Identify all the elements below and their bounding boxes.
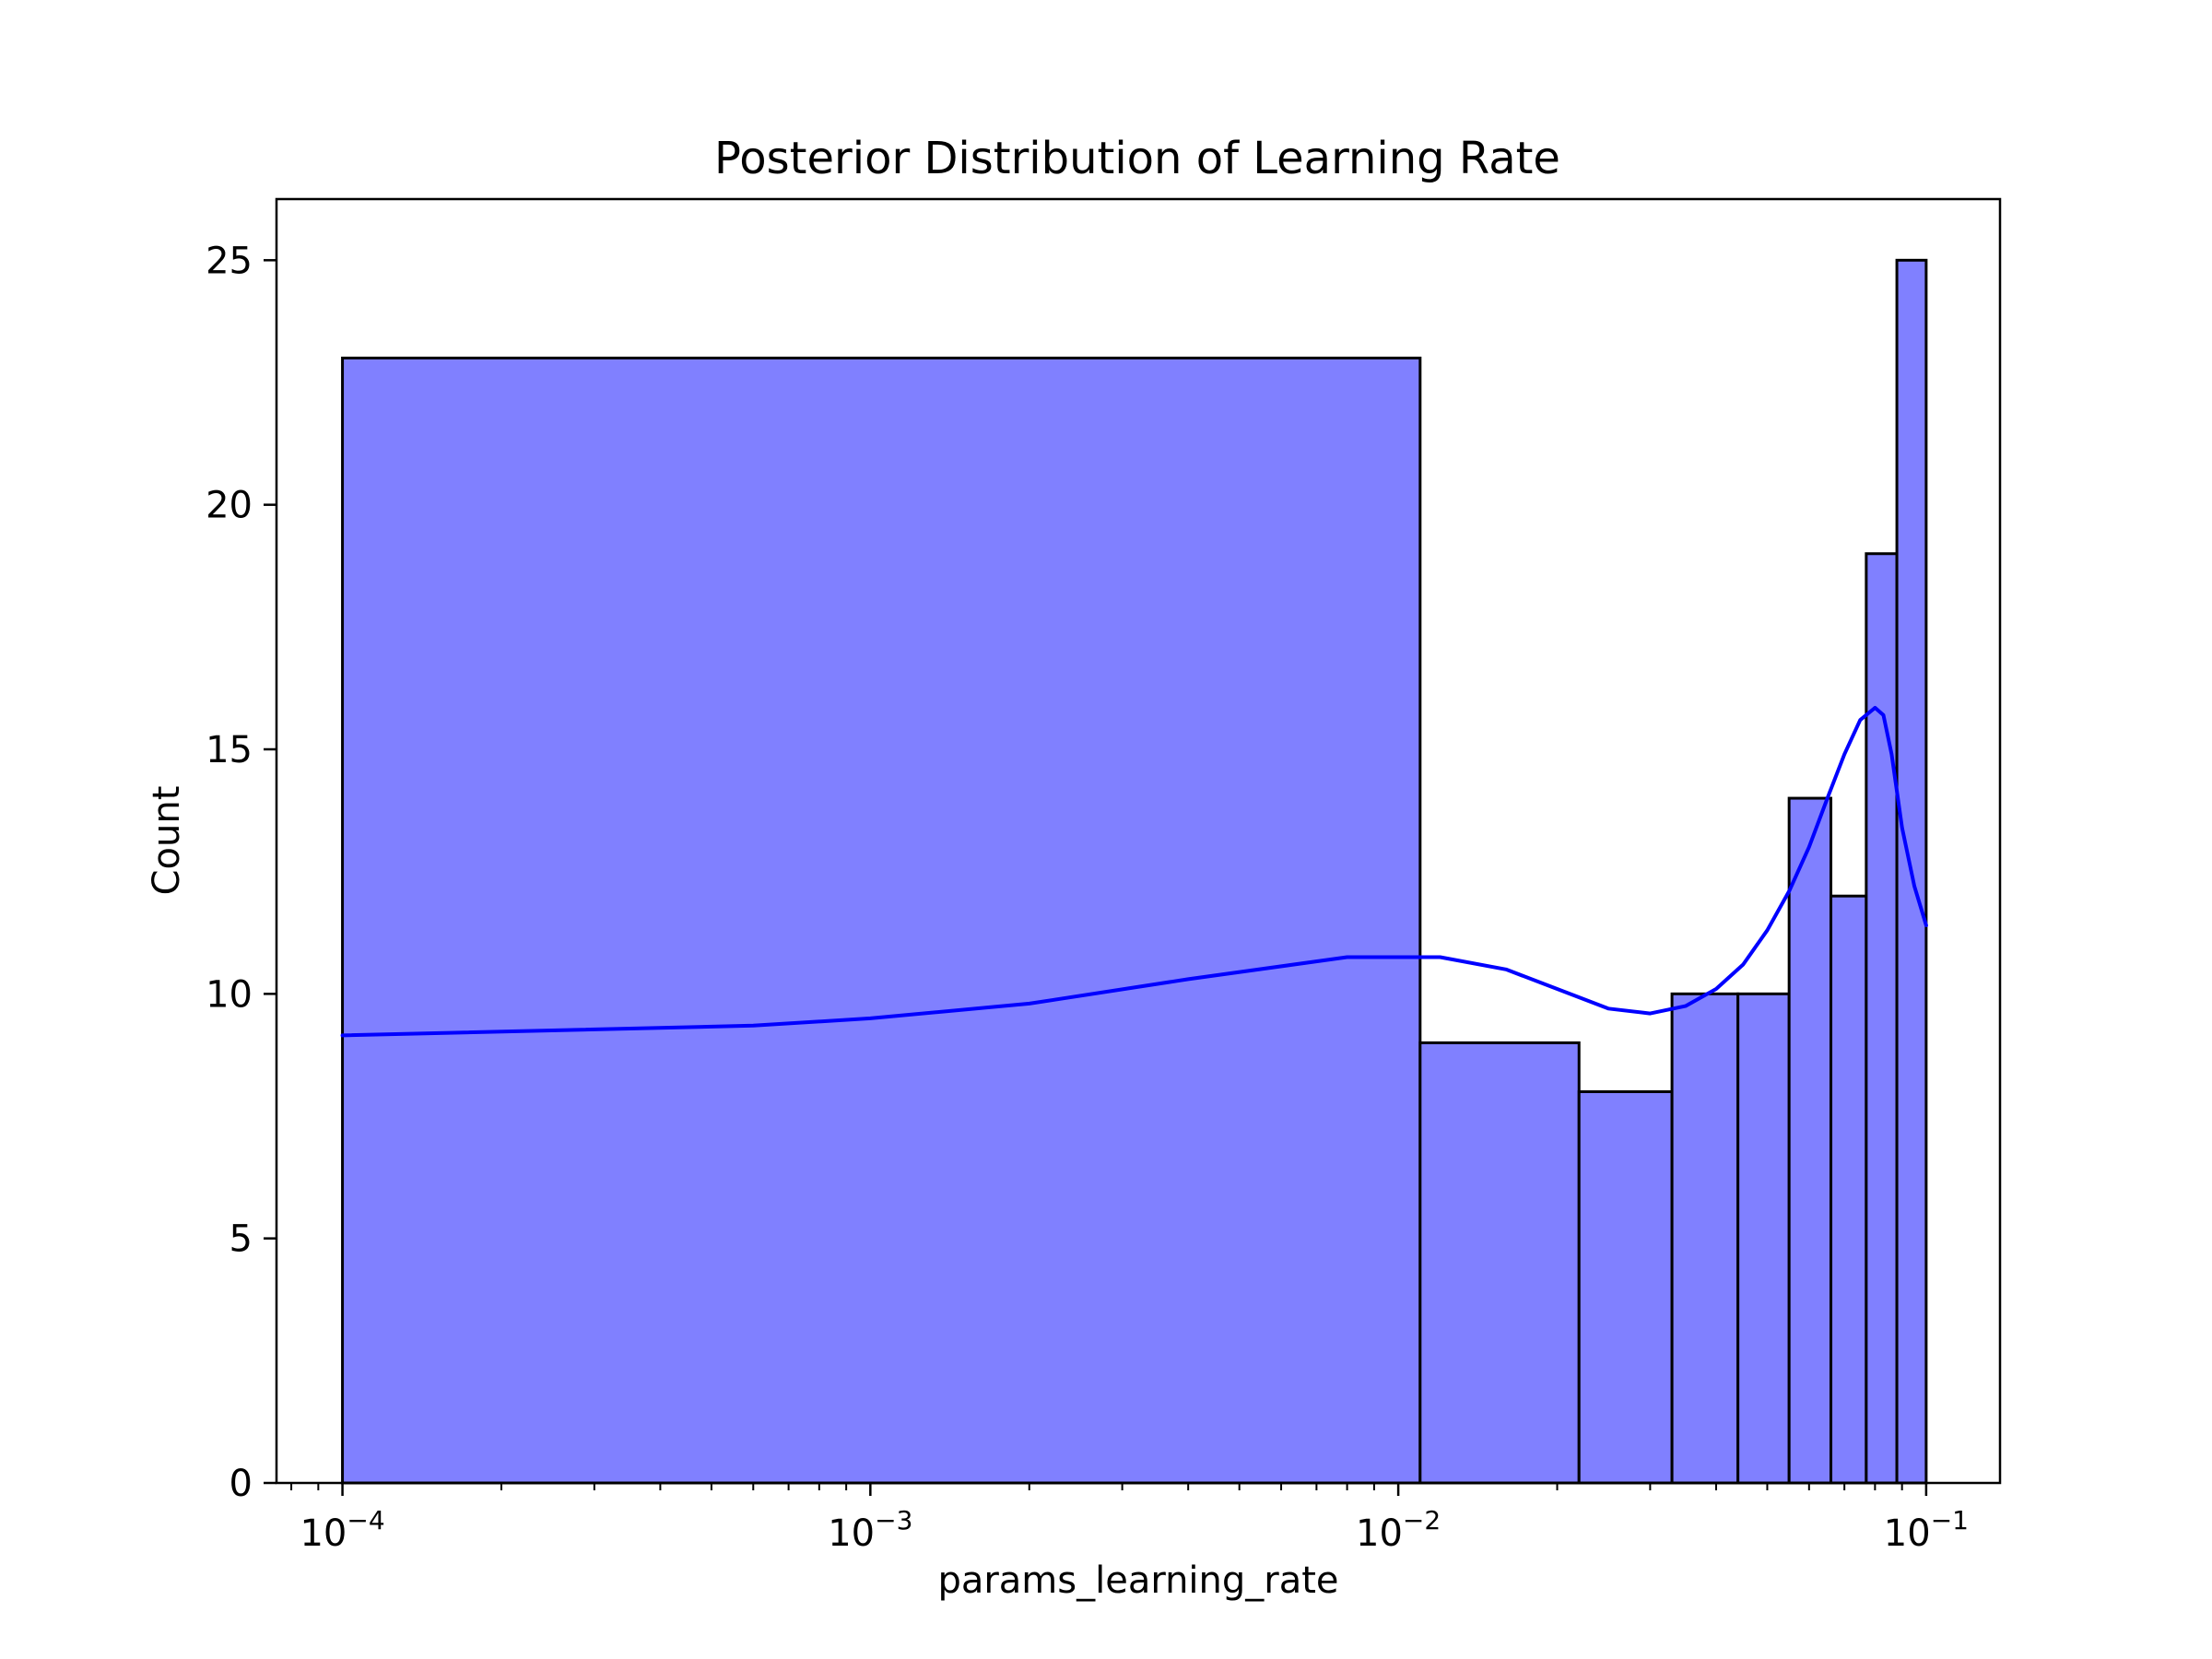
plot-frame bbox=[275, 197, 2002, 1485]
y-tick-label: 25 bbox=[206, 240, 253, 282]
histogram-bar-2 bbox=[1418, 1041, 1581, 1485]
histogram-bar-8 bbox=[1865, 552, 1899, 1485]
y-tick-label: 15 bbox=[206, 729, 253, 771]
histogram-bar-5 bbox=[1736, 992, 1791, 1485]
x-tick-label: 10−2 bbox=[1356, 1505, 1441, 1555]
x-axis-label: params_learning_rate bbox=[937, 1559, 1338, 1602]
y-tick-label: 5 bbox=[229, 1218, 253, 1261]
x-tick-label: 10−1 bbox=[1884, 1505, 1969, 1555]
histogram-bar-1 bbox=[341, 356, 1422, 1485]
y-tick-label: 0 bbox=[229, 1463, 253, 1505]
x-tick-label: 10−4 bbox=[300, 1505, 384, 1555]
histogram-bars bbox=[341, 258, 1928, 1485]
chart-title: Posterior Distribution of Learning Rate bbox=[714, 133, 1560, 184]
y-tick-label: 20 bbox=[206, 485, 253, 527]
y-axis-ticks: 0 5 10 15 20 25 bbox=[206, 240, 276, 1505]
histogram-bar-3 bbox=[1577, 1089, 1674, 1485]
histogram-bar-6 bbox=[1787, 796, 1833, 1485]
histogram-bar-4 bbox=[1670, 992, 1740, 1485]
y-axis-label: Count bbox=[146, 786, 188, 896]
histogram-bar-7 bbox=[1830, 894, 1868, 1485]
kde-curve-layer bbox=[340, 705, 1928, 1038]
kde-line bbox=[340, 705, 1928, 1038]
y-tick-label: 10 bbox=[206, 973, 253, 1016]
x-axis-ticks: 10−4 10−3 10−2 10−1 bbox=[290, 1483, 1969, 1555]
x-tick-label: 10−3 bbox=[828, 1505, 912, 1555]
